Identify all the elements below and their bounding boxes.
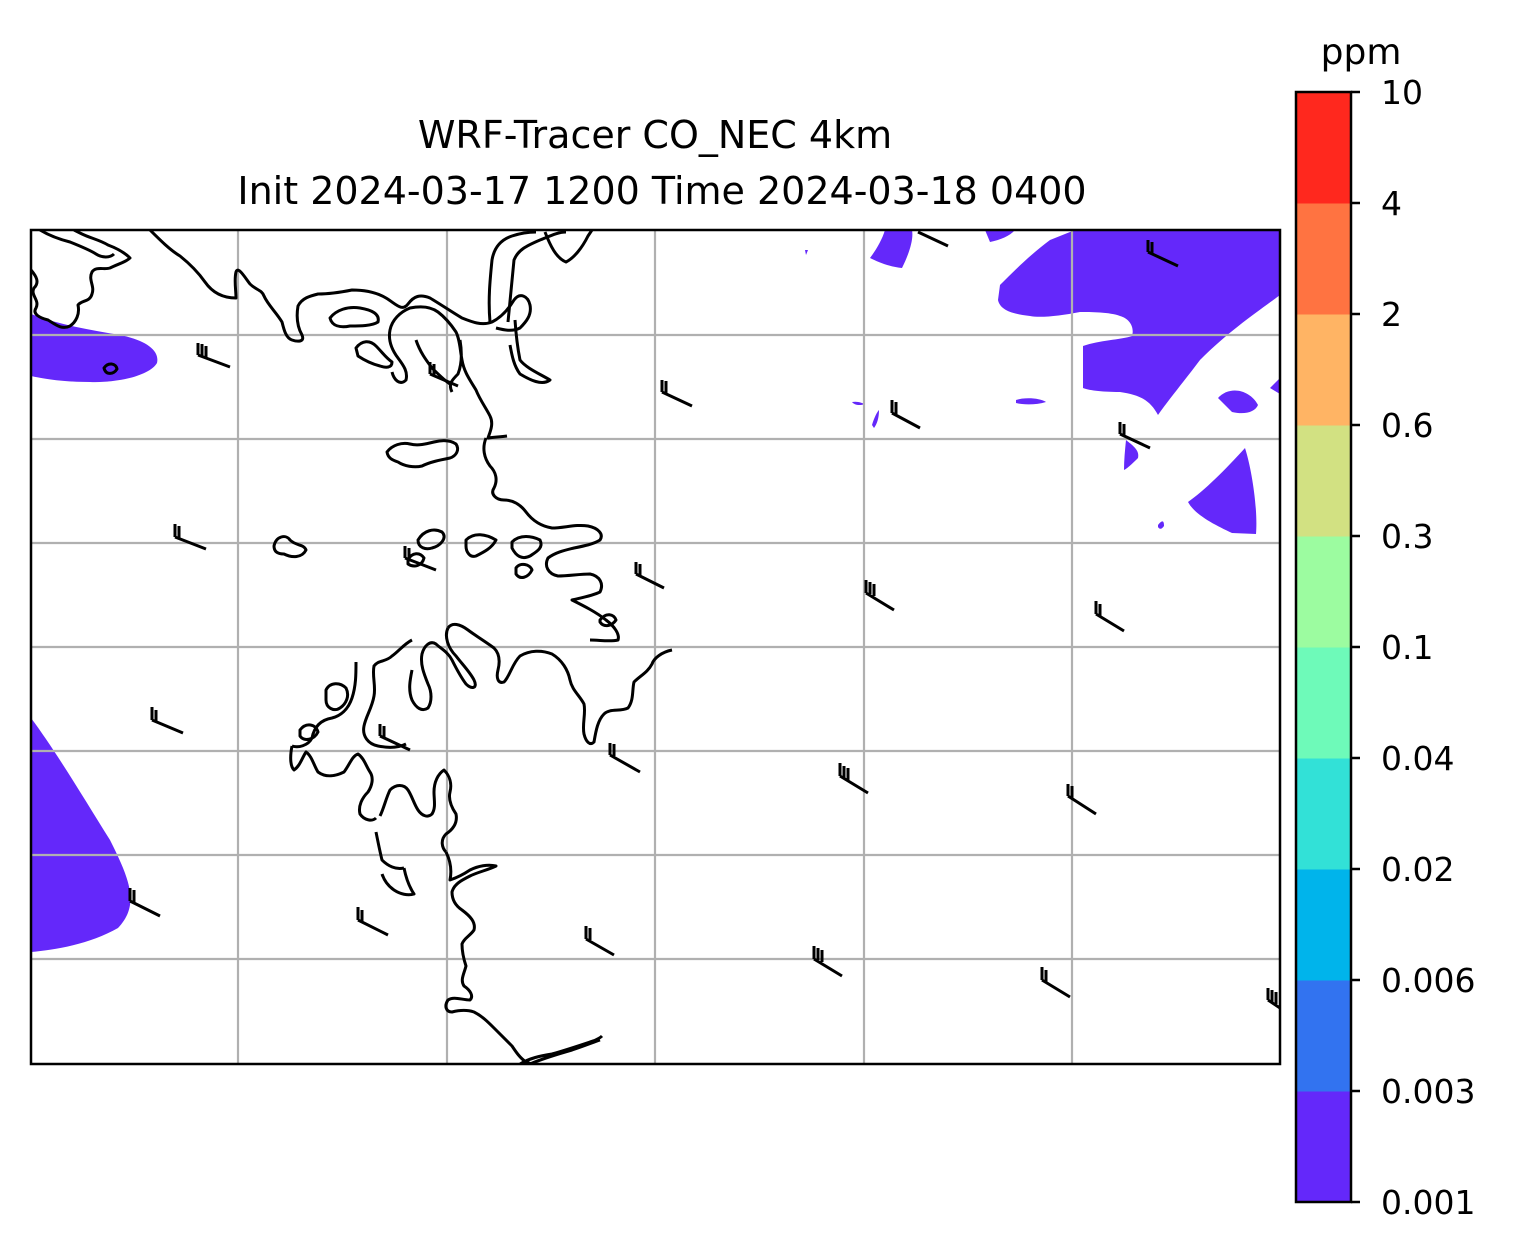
coastlines	[31, 230, 673, 1064]
coastline-inlet-a	[408, 627, 477, 712]
plume-northeast-main	[998, 230, 1280, 415]
wind-barb	[1266, 988, 1280, 1010]
wind-barb	[403, 546, 437, 572]
colorbar-tick-label: 0.04	[1381, 739, 1454, 778]
plume-northeast-1	[985, 230, 1015, 242]
coastline-island-central-c	[406, 552, 426, 568]
wind-barb	[378, 724, 411, 752]
colorbar-tick-label: 0.1	[1381, 628, 1433, 667]
coastline-bay-north	[354, 340, 394, 369]
map-panel	[29, 228, 1282, 1066]
wind-barb	[1066, 784, 1097, 816]
plume-tiny-1	[1016, 398, 1046, 405]
wind-barb	[428, 362, 459, 388]
wind-barb	[864, 580, 895, 612]
colorbar-band	[1296, 980, 1351, 1092]
wind-barb	[634, 562, 665, 590]
coastline-interior-lakes	[298, 682, 416, 897]
wind-barb	[128, 888, 161, 918]
plume-tiny-5	[1158, 521, 1164, 529]
map-frame	[29, 228, 1282, 1066]
coastline-southeast-spit	[519, 1034, 604, 1064]
colorbar-band	[1296, 314, 1351, 426]
coastline-islet	[102, 362, 119, 375]
coastline-bay-south	[446, 622, 673, 746]
plume-tiny-2	[852, 401, 865, 406]
plume-east-small	[1218, 390, 1258, 414]
colorbar-tick-label: 0.001	[1381, 1183, 1475, 1222]
coastline-inlet-b	[291, 638, 413, 749]
wind-barb	[173, 524, 207, 551]
map-title-line-1: WRF-Tracer CO_NEC 4km	[418, 113, 892, 157]
coastline-island-central-b	[464, 533, 498, 558]
coastline-islands-central	[385, 439, 460, 469]
colorbar-tick-label: 4	[1381, 184, 1402, 223]
colorbar-band	[1296, 647, 1351, 759]
coastline-island-west	[272, 535, 308, 559]
colorbar-tick-label: 0.3	[1381, 517, 1433, 556]
colorbar-band	[1296, 869, 1351, 981]
wind-barb	[196, 343, 231, 369]
plume-southwest	[31, 718, 131, 952]
wind-barb	[1118, 422, 1151, 450]
wind-barb	[1094, 601, 1125, 633]
coastline-east-channel	[482, 437, 620, 643]
plume-north-small	[870, 230, 913, 268]
plume-east-lower	[1188, 448, 1257, 534]
colorbar-tick-label: 2	[1381, 295, 1402, 334]
wind-barb	[812, 946, 843, 978]
colorbar-band	[1296, 92, 1351, 204]
coastline-northwest	[31, 230, 132, 329]
colorbar-tick-label: 0.003	[1381, 1072, 1475, 1111]
coastline-island-east-c	[598, 613, 618, 628]
wind-barb	[917, 230, 949, 248]
coastline-river	[388, 305, 508, 440]
coastline-island-east-a	[510, 535, 543, 560]
colorbar-tick-label: 10	[1381, 73, 1423, 112]
coastline-fjord	[487, 230, 594, 384]
colorbar-band	[1296, 425, 1351, 537]
wind-barb	[356, 907, 389, 937]
coastline-north-central	[148, 230, 532, 343]
colorbar-band	[1296, 1091, 1351, 1203]
coastline-southern-channel	[444, 851, 533, 1064]
colorbar-bands	[1296, 92, 1351, 1203]
plume-east-fragment	[1124, 440, 1139, 470]
coastline-northwest-inlet	[39, 230, 116, 259]
wind-barb	[1040, 967, 1071, 999]
wind-barb	[1146, 240, 1179, 268]
wind-barbs	[128, 230, 1280, 1010]
tracer-plumes	[31, 230, 1280, 952]
coastline-island-east-b	[514, 562, 534, 579]
wind-barb	[608, 743, 641, 774]
colorbar-tick-label: 0.6	[1381, 406, 1433, 445]
colorbar-band	[1296, 536, 1351, 648]
plume-northwest	[31, 314, 158, 383]
wind-barb	[838, 763, 869, 795]
wind-barb	[150, 707, 184, 735]
map-title-line-2: Init 2024-03-17 1200 Time 2024-03-18 040…	[237, 169, 1086, 213]
wind-barb	[584, 926, 615, 957]
plume-tiny-4	[805, 250, 808, 255]
coastline-island-central-a	[416, 528, 446, 551]
plume-east-edge	[1270, 378, 1280, 394]
colorbar: ppm 0.001 0.003 0.006 0.02 0.04 0.1 0.3 0.6 2 4 10	[1294, 32, 1475, 1222]
gridlines	[31, 230, 1280, 1064]
wind-barb	[890, 400, 921, 430]
colorbar-band	[1296, 203, 1351, 315]
colorbar-unit-label: ppm	[1321, 32, 1402, 73]
colorbar-tick-label: 0.006	[1381, 961, 1475, 1000]
coastline-lake	[328, 306, 380, 329]
wind-barb	[660, 380, 693, 408]
colorbar-band	[1296, 758, 1351, 870]
plume-tiny-3	[872, 410, 879, 428]
colorbar-tick-label: 0.02	[1381, 850, 1454, 889]
coastline-west-complex	[289, 745, 458, 854]
colorbar-ticks: 0.001 0.003 0.006 0.02 0.04 0.1 0.3 0.6 2 4 10	[1351, 73, 1475, 1222]
